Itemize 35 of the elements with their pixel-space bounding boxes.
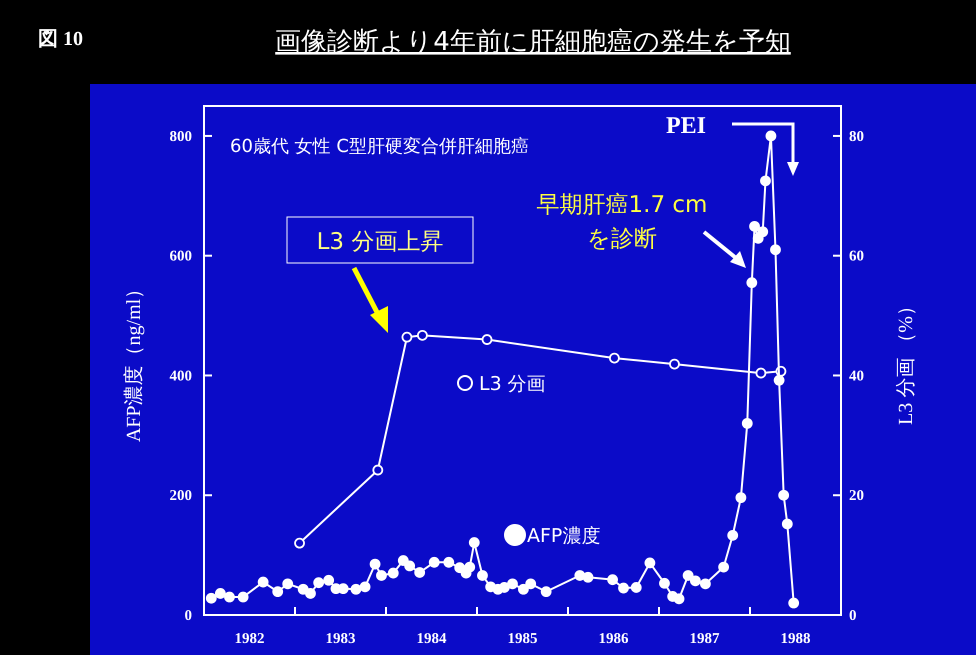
y-tick-label: 800 [170, 128, 192, 145]
y-tick-label: 400 [170, 368, 192, 384]
y2-tick-label: 80 [849, 128, 864, 145]
annotation: PEI [666, 113, 706, 139]
y2-tick-label: 0 [849, 608, 856, 624]
point [756, 368, 766, 378]
point [372, 464, 384, 476]
x-tick-label: 1987 [690, 631, 720, 647]
y-tick-label: 0 [184, 608, 192, 624]
point [482, 334, 492, 345]
legend-label: AFP濃度 [527, 525, 600, 547]
y2-tick-label: 40 [849, 368, 864, 384]
x-tick-label: 1983 [326, 631, 356, 647]
y2-tick-label: 20 [849, 488, 864, 504]
y-axis-title: AFP濃度（ng/ml） [123, 278, 145, 442]
point [294, 538, 305, 549]
y2-axis-title: L3 分画 （%） [895, 296, 917, 425]
point [402, 332, 412, 343]
y-tick-label: 600 [170, 248, 192, 265]
annotation: 60歳代 女性 C型肝硬変合併肝細胞癌 [230, 136, 529, 157]
point [609, 352, 620, 364]
caption: 図 10 [38, 28, 83, 50]
x-tick-label: 1985 [508, 631, 538, 647]
x-tick-label: 1982 [234, 631, 264, 647]
x-tick-label: 1986 [598, 631, 629, 647]
chart-title: 画像診断より4年前に肝細胞癌の発生を予知 [275, 27, 791, 57]
x-tick-label: 1984 [416, 631, 447, 647]
x-tick-label: 1988 [780, 631, 810, 647]
annotation: 早期肝癌1.7 cm を診断 [536, 192, 708, 252]
y2-tick-label: 60 [849, 248, 864, 265]
y-tick-label: 200 [170, 488, 192, 504]
legend-label: L3 分画 [479, 373, 546, 395]
annotation: L3 分画上昇 [316, 229, 444, 255]
point [669, 358, 680, 370]
point [417, 330, 428, 341]
